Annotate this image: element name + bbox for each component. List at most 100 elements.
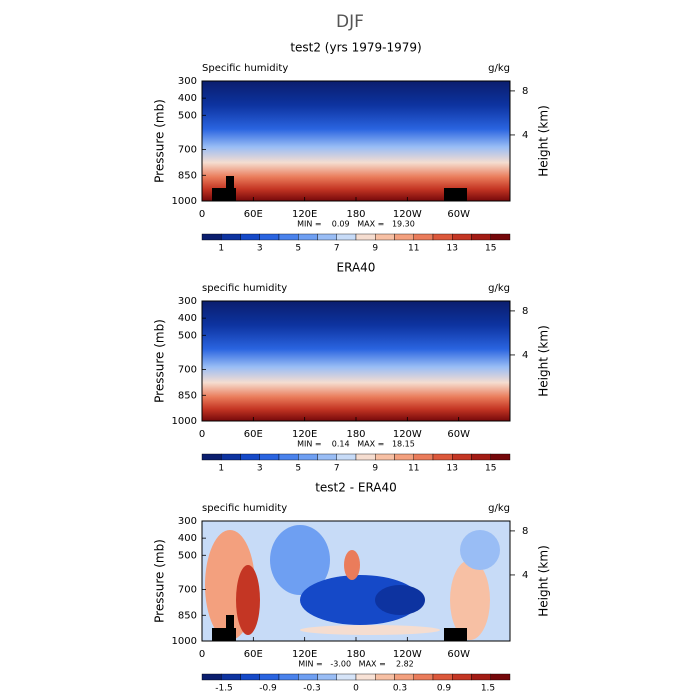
colorbar-label: 5 [295,244,301,254]
colorbar-box [432,453,453,461]
x-tick-label: 0 [199,209,205,220]
colorbar-label: -0.9 [259,684,277,694]
colorbar-box [432,673,453,681]
colorbar-box [298,453,318,461]
field [202,521,510,641]
colorbar-label: 9 [372,244,378,254]
colorbar-label: 7 [334,464,340,474]
units: g/kg [488,63,510,74]
colorbar-box [201,453,222,461]
colorbar-label: 1 [218,464,224,474]
colorbar-box [336,233,357,241]
y2-tick-label: 8 [522,306,528,317]
y-axis-label: Pressure (mb) [153,319,167,403]
colorbar-box [240,453,260,461]
y-tick-label: 1000 [172,196,197,207]
x-tick-label: 180 [346,649,365,660]
colorbar-box [452,453,472,461]
colorbar-box [278,453,299,461]
colorbar-box [375,233,395,241]
x-tick-label: 60E [244,649,263,660]
y-tick-label: 1000 [172,416,197,427]
y-tick-label: 500 [178,550,197,561]
y-tick-label: 850 [178,390,197,401]
y-tick-label: 400 [178,93,197,104]
colorbar-label: 3 [257,244,263,254]
colorbar-label: 9 [372,464,378,474]
colorbar-box [394,453,414,461]
y-tick-label: 700 [178,365,197,376]
colorbar-box [490,453,511,461]
y-tick-label: 300 [178,516,197,527]
colorbar-box [394,233,414,241]
y-tick-label: 400 [178,533,197,544]
panel-title: test2 - ERA40 [315,481,397,495]
x-tick-label: 60E [244,429,263,440]
colorbar-box [471,233,491,241]
colorbar-label: 0.3 [393,684,407,694]
colorbar-box [278,233,299,241]
x-tick-label: 60W [447,649,470,660]
y2-axis-label: Height (km) [537,105,551,176]
field [202,301,510,421]
colorbar-box [221,453,241,461]
colorbar-label: 3 [257,464,263,474]
y-axis-label: Pressure (mb) [153,539,167,623]
colorbar-box [413,453,434,461]
x-tick-label: 60W [447,209,470,220]
y-tick-label: 700 [178,585,197,596]
colorbar-label: 0 [353,684,359,694]
panel-title: test2 (yrs 1979-1979) [290,41,421,55]
y-axis-label: Pressure (mb) [153,99,167,183]
x-tick-label: 60W [447,429,470,440]
y2-tick-label: 8 [522,86,528,97]
y-tick-label: 850 [178,170,197,181]
units: g/kg [488,283,510,294]
colorbar-box [355,453,376,461]
y2-tick-label: 4 [522,350,528,361]
figure-title: DJF [336,12,364,32]
colorbar-box [221,673,241,681]
colorbar-box [298,233,318,241]
x-tick-label: 60E [244,209,263,220]
colorbar-box [452,673,472,681]
colorbar-box [471,453,491,461]
y-tick-label: 500 [178,110,197,121]
colorbar-box [394,673,414,681]
colorbar-box [240,233,260,241]
x-tick-label: 120E [292,429,317,440]
y-tick-label: 1000 [172,636,197,647]
colorbar-box [490,673,511,681]
colorbar-box [413,673,434,681]
colorbar-box [317,673,337,681]
topography [212,176,467,641]
colorbar-box [317,233,337,241]
panel-title: ERA40 [337,261,376,275]
y2-axis-label: Height (km) [537,325,551,396]
x-tick-label: 0 [199,649,205,660]
x-tick-label: 120E [292,209,317,220]
colorbar-box [355,673,376,681]
y-tick-label: 500 [178,330,197,341]
colorbar-box [375,453,395,461]
x-tick-label: 180 [346,209,365,220]
x-tick-label: 120W [393,209,422,220]
x-tick-label: 120W [393,429,422,440]
colorbar-box [278,673,299,681]
y-tick-label: 400 [178,313,197,324]
colorbar-label: 13 [447,464,458,474]
y2-tick-label: 4 [522,570,528,581]
field-name: specific humidity [202,283,287,294]
colorbar-label: 13 [447,244,458,254]
colorbar-box [201,673,222,681]
y-tick-label: 700 [178,145,197,156]
field-name: specific humidity [202,503,287,514]
colorbar-box [259,673,280,681]
colorbar-box [375,673,395,681]
colorbar-label: 11 [408,464,419,474]
colorbar-label: -0.3 [303,684,321,694]
colorbar-box [259,233,280,241]
x-tick-label: 180 [346,429,365,440]
colorbar-box [413,233,434,241]
